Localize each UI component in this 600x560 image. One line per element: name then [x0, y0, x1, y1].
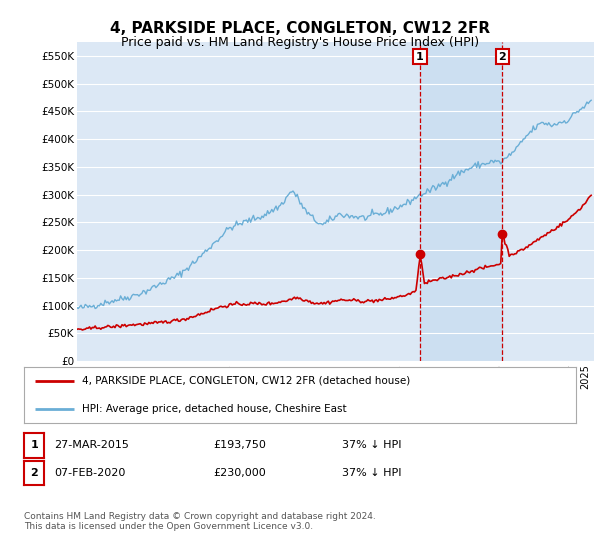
Text: 1: 1	[31, 441, 38, 450]
Text: 07-FEB-2020: 07-FEB-2020	[54, 468, 125, 478]
Text: Contains HM Land Registry data © Crown copyright and database right 2024.
This d: Contains HM Land Registry data © Crown c…	[24, 512, 376, 531]
Text: 4, PARKSIDE PLACE, CONGLETON, CW12 2FR: 4, PARKSIDE PLACE, CONGLETON, CW12 2FR	[110, 21, 490, 36]
Text: HPI: Average price, detached house, Cheshire East: HPI: Average price, detached house, Ches…	[82, 404, 347, 414]
Text: 27-MAR-2015: 27-MAR-2015	[54, 440, 129, 450]
Text: Price paid vs. HM Land Registry's House Price Index (HPI): Price paid vs. HM Land Registry's House …	[121, 36, 479, 49]
Text: 37% ↓ HPI: 37% ↓ HPI	[342, 440, 401, 450]
Bar	[420, 42, 502, 361]
Text: 2: 2	[31, 468, 38, 478]
Text: £193,750: £193,750	[213, 440, 266, 450]
Text: £230,000: £230,000	[213, 468, 266, 478]
Text: 37% ↓ HPI: 37% ↓ HPI	[342, 468, 401, 478]
Text: 4, PARKSIDE PLACE, CONGLETON, CW12 2FR (detached house): 4, PARKSIDE PLACE, CONGLETON, CW12 2FR (…	[82, 376, 410, 386]
Text: 1: 1	[416, 52, 424, 62]
Text: 2: 2	[499, 52, 506, 62]
